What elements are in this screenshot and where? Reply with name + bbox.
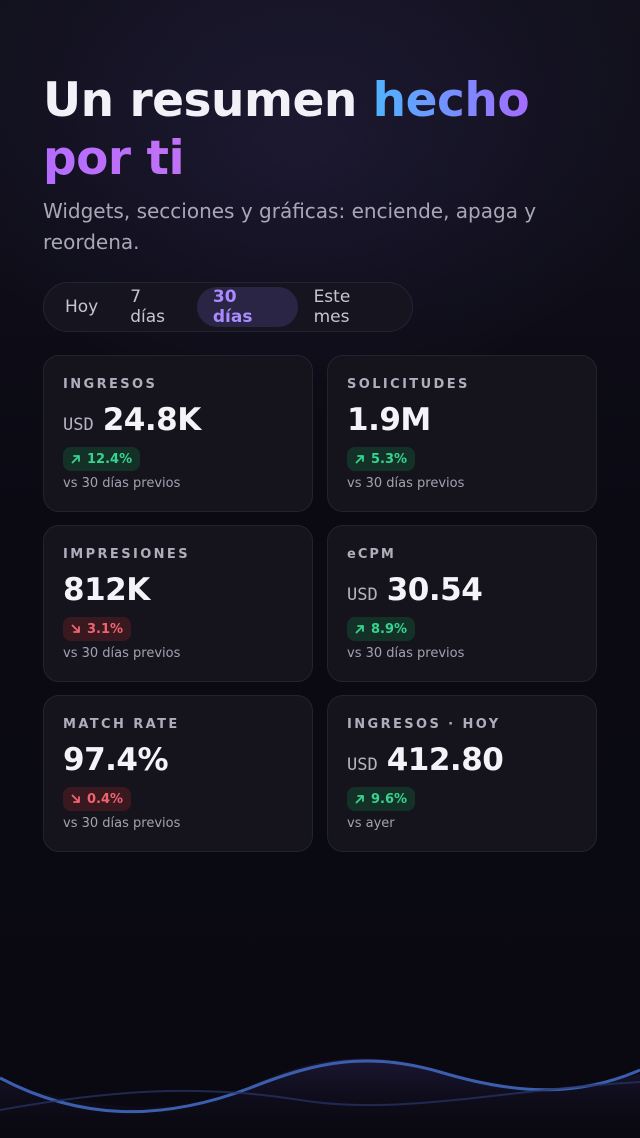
metric-currency: USD bbox=[347, 755, 378, 775]
metric-number: 30.54 bbox=[386, 572, 483, 608]
title-part-plain: Un resumen bbox=[43, 73, 373, 128]
delta-badge: 0.4% bbox=[63, 787, 132, 811]
delta-badge: 12.4% bbox=[63, 447, 141, 471]
metric-card-match-rate[interactable]: MATCH RATE 97.4% 0.4% vs 30 días previos bbox=[43, 695, 313, 852]
metric-number: 97.4% bbox=[63, 742, 169, 778]
metric-value: USD 412.80 bbox=[347, 742, 504, 778]
delta-badge: 9.6% bbox=[347, 787, 416, 811]
metric-value: 97.4% bbox=[63, 742, 169, 778]
arrow-down-right-icon bbox=[71, 624, 80, 633]
delta-value: 9.6% bbox=[371, 791, 408, 807]
arrow-up-right-icon bbox=[355, 455, 364, 464]
period-option-hoy[interactable]: Hoy bbox=[65, 297, 99, 317]
page-title: Un resumen hecho por ti bbox=[43, 72, 603, 188]
metric-card-ingresos-hoy[interactable]: INGRESOS · HOY USD 412.80 9.6% vs ayer bbox=[327, 695, 597, 852]
title-part-highlight: hecho bbox=[372, 73, 530, 128]
metric-number: 1.9M bbox=[347, 402, 431, 438]
delta-value: 12.4% bbox=[87, 451, 133, 467]
metric-card-impresiones[interactable]: IMPRESIONES 812K 3.1% vs 30 días previos bbox=[43, 525, 313, 682]
decorative-wave bbox=[0, 1058, 640, 1138]
metric-label: SOLICITUDES bbox=[347, 377, 470, 392]
metric-currency: USD bbox=[63, 415, 94, 435]
metric-comparison: vs 30 días previos bbox=[347, 646, 465, 661]
delta-badge: 3.1% bbox=[63, 617, 132, 641]
delta-value: 0.4% bbox=[87, 791, 124, 807]
metric-card-solicitudes[interactable]: SOLICITUDES 1.9M 5.3% vs 30 días previos bbox=[327, 355, 597, 512]
metric-value: USD 24.8K bbox=[63, 402, 201, 438]
delta-badge: 5.3% bbox=[347, 447, 416, 471]
metric-comparison: vs ayer bbox=[347, 816, 395, 831]
metric-label: INGRESOS bbox=[63, 377, 158, 392]
arrow-down-right-icon bbox=[71, 794, 80, 803]
metric-value: 812K bbox=[63, 572, 150, 608]
period-selector: Hoy 7 días 30 días Este mes bbox=[43, 282, 413, 332]
metric-value: 1.9M bbox=[347, 402, 431, 438]
metric-card-ecpm[interactable]: eCPM USD 30.54 8.9% vs 30 días previos bbox=[327, 525, 597, 682]
metric-comparison: vs 30 días previos bbox=[63, 476, 181, 491]
period-option-este-mes[interactable]: Este mes bbox=[313, 287, 351, 327]
metric-number: 24.8K bbox=[102, 402, 202, 438]
arrow-up-right-icon bbox=[71, 455, 80, 464]
metric-comparison: vs 30 días previos bbox=[347, 476, 465, 491]
delta-value: 3.1% bbox=[87, 621, 124, 637]
metric-comparison: vs 30 días previos bbox=[63, 816, 181, 831]
metric-value: USD 30.54 bbox=[347, 572, 483, 608]
metric-number: 412.80 bbox=[386, 742, 504, 778]
metric-currency: USD bbox=[347, 585, 378, 605]
page-subtitle: Widgets, secciones y gráficas: enciende,… bbox=[43, 199, 537, 254]
metric-label: INGRESOS · HOY bbox=[347, 717, 501, 732]
metric-comparison: vs 30 días previos bbox=[63, 646, 181, 661]
period-option-7-dias[interactable]: 7 días bbox=[130, 287, 166, 327]
delta-badge: 8.9% bbox=[347, 617, 416, 641]
hero: Un resumen hecho por ti Widgets, seccion… bbox=[43, 72, 603, 258]
arrow-up-right-icon bbox=[355, 625, 364, 634]
metric-card-ingresos[interactable]: INGRESOS USD 24.8K 12.4% vs 30 días prev… bbox=[43, 355, 313, 512]
title-part-highlight-2: por ti bbox=[43, 131, 185, 186]
metric-label: MATCH RATE bbox=[63, 717, 180, 732]
delta-value: 8.9% bbox=[371, 621, 408, 637]
metric-label: IMPRESIONES bbox=[63, 547, 190, 562]
period-option-30-dias[interactable]: 30 días bbox=[196, 287, 298, 327]
metric-label: eCPM bbox=[347, 547, 396, 562]
metric-number: 812K bbox=[63, 572, 150, 608]
arrow-up-right-icon bbox=[355, 795, 364, 804]
delta-value: 5.3% bbox=[371, 451, 408, 467]
